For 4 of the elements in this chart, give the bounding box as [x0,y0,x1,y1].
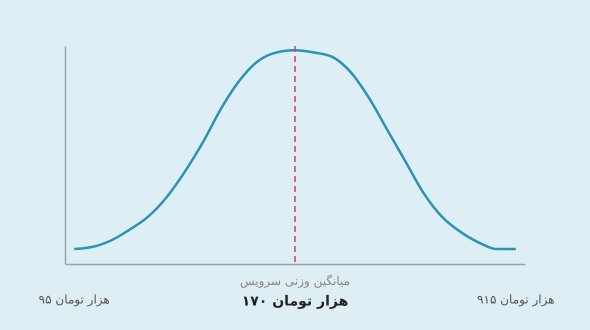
x-tick-label: ۹۱۵ هزار تومان [477,292,555,306]
x-tick-label: ۹۵ هزار تومان [38,292,110,306]
x-tick-label: ۱۷۰ هزار تومان [242,294,348,310]
ref-line-label: میانگین وزنی سرویس [240,274,350,288]
